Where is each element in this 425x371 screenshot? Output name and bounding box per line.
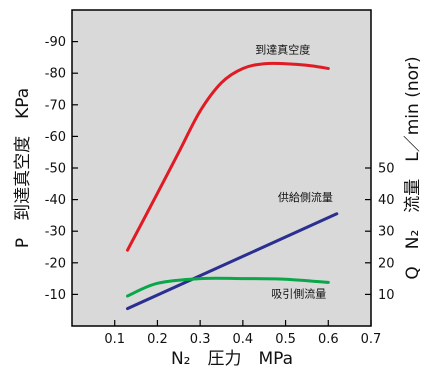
y-left-tick-label: -90 — [45, 35, 66, 50]
y-right-tick-label: 40 — [378, 193, 395, 208]
series-label: 供給側流量 — [278, 190, 333, 204]
y-left-tick-label: -10 — [45, 288, 66, 303]
y-left-tick-label: -20 — [45, 256, 66, 271]
x-tick-label: 0.1 — [104, 332, 125, 347]
y-right-tick-label: 10 — [378, 288, 395, 303]
y-left-tick-label: -80 — [45, 67, 66, 82]
x-tick-label: 0.7 — [361, 332, 382, 347]
left-axis-title: P 到達真空度 KPa — [13, 88, 33, 248]
x-tick-label: 0.5 — [275, 332, 296, 347]
x-tick-label: 0.6 — [318, 332, 339, 347]
y-left-tick-label: -40 — [45, 193, 66, 208]
plot-area — [71, 9, 372, 327]
y-left-tick-label: -50 — [45, 162, 66, 177]
x-axis-title: N₂ 圧力 MPa — [171, 349, 293, 369]
series-label: 到達真空度 — [255, 42, 310, 56]
x-tick-label: 0.2 — [147, 332, 168, 347]
series-label: 吸引側流量 — [271, 286, 326, 300]
series — [126, 61, 339, 311]
x-tick-label: 0.4 — [233, 332, 254, 347]
series-line — [126, 276, 330, 298]
y-left-tick-label: -60 — [45, 130, 66, 145]
ticks: 0.1 0.2 0.3 0.4 0.5 0.6 0.7 -10 -20 -30 -40 -50 -60 -… — [45, 35, 395, 347]
y-right-tick-label: 30 — [378, 225, 395, 240]
y-right-tick-label: 20 — [378, 256, 395, 271]
y-left-tick-label: -70 — [45, 98, 66, 113]
right-axis-title: Q N₂ 流量 L／min (nor) — [403, 56, 423, 279]
series-line — [126, 61, 330, 252]
x-tick-label: 0.3 — [190, 332, 211, 347]
y-right-tick-label: 50 — [378, 162, 395, 177]
y-left-tick-label: -30 — [45, 225, 66, 240]
series-line — [126, 212, 339, 311]
